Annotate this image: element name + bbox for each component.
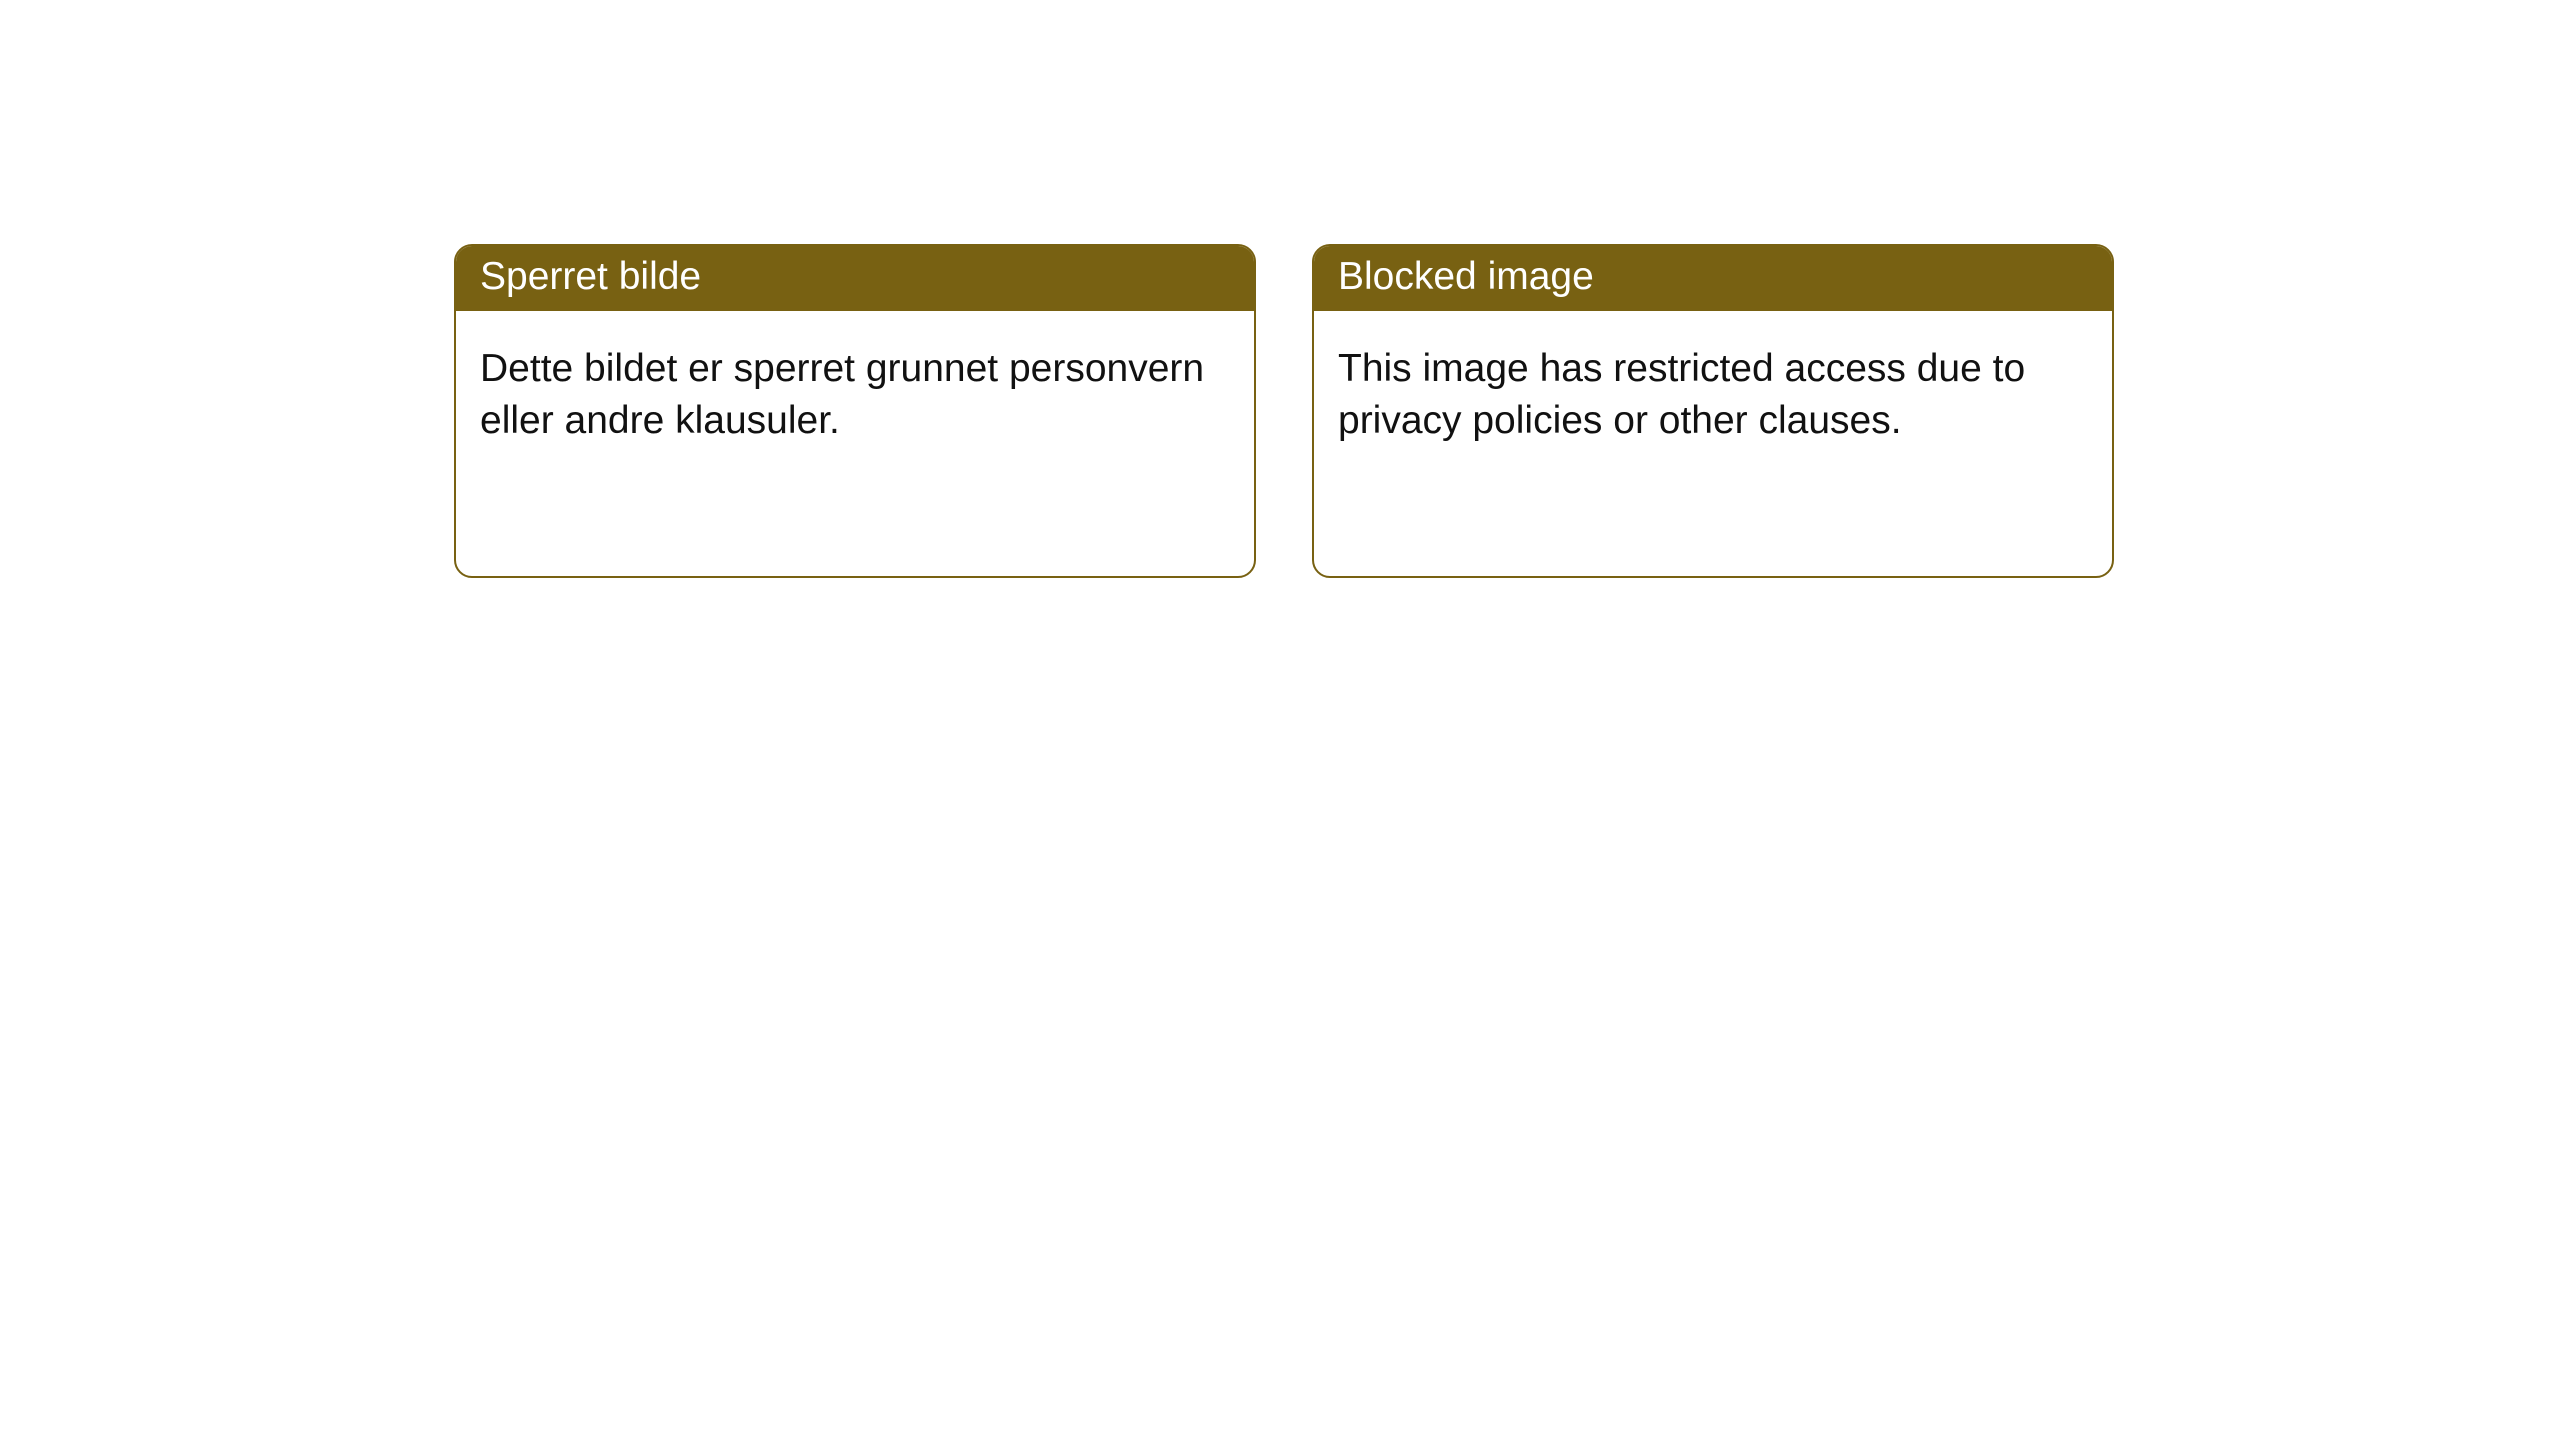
- notice-container: Sperret bilde Dette bildet er sperret gr…: [0, 0, 2560, 578]
- notice-body-text: Dette bildet er sperret grunnet personve…: [456, 311, 1254, 471]
- notice-title: Blocked image: [1314, 246, 2112, 311]
- notice-card-norwegian: Sperret bilde Dette bildet er sperret gr…: [454, 244, 1256, 578]
- notice-body-text: This image has restricted access due to …: [1314, 311, 2112, 471]
- notice-card-english: Blocked image This image has restricted …: [1312, 244, 2114, 578]
- notice-title: Sperret bilde: [456, 246, 1254, 311]
